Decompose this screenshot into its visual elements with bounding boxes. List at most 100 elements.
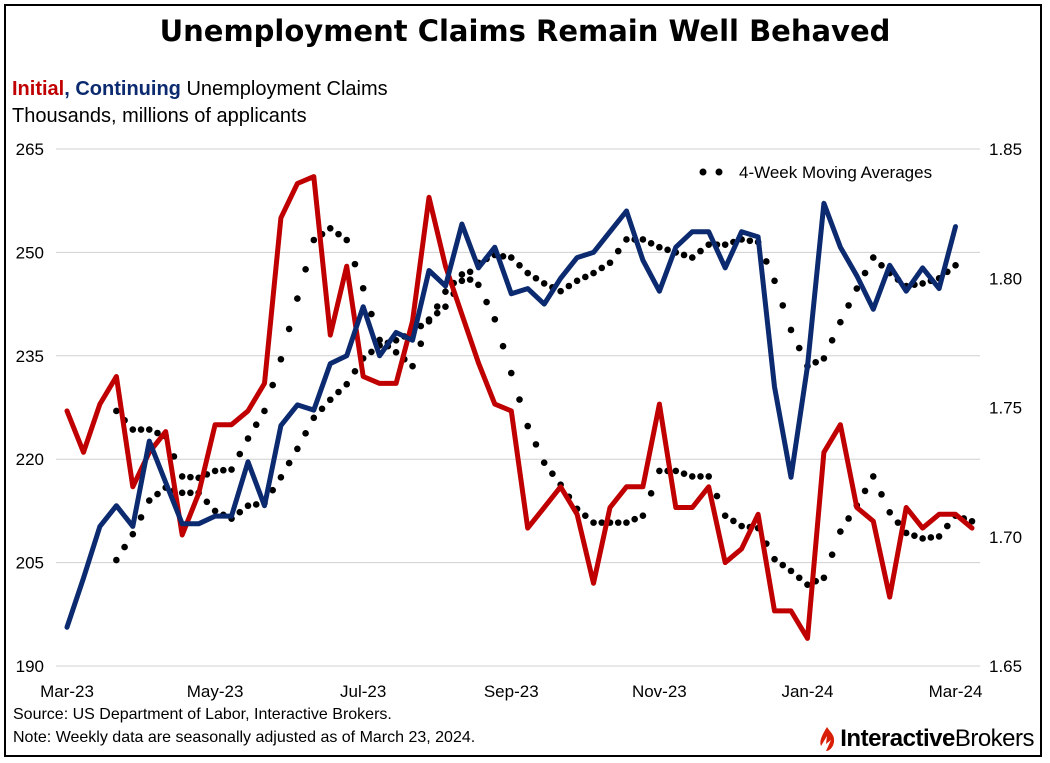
- right-axis-ticks: 1.65 1.70 1.75 1.80 1.85: [989, 140, 1022, 676]
- ma-point: [861, 487, 869, 495]
- subtitle-initial: Initial: [12, 78, 65, 100]
- ma-point: [433, 309, 441, 317]
- right-tick-label: 1.85: [989, 140, 1022, 159]
- ma-point: [598, 264, 606, 272]
- ma-point: [442, 288, 449, 295]
- ma-point: [582, 273, 589, 281]
- ma-point: [697, 247, 704, 255]
- ma-point: [828, 551, 836, 558]
- legend-dot: [699, 168, 707, 176]
- ma-point: [656, 467, 663, 475]
- ma-point: [869, 473, 877, 480]
- ma-point: [606, 259, 614, 267]
- ma-point: [507, 369, 515, 377]
- subtitle-comma: ,: [64, 78, 70, 100]
- ma-point: [376, 336, 383, 344]
- legend: 4-Week Moving Averages: [699, 163, 932, 182]
- x-tick-label: Mar-24: [929, 682, 983, 701]
- ma-point: [392, 349, 400, 356]
- ma-point: [261, 407, 268, 415]
- ma-point: [730, 517, 737, 525]
- ma-point: [878, 262, 885, 269]
- ma-point: [277, 473, 285, 481]
- initial-claims-line: [64, 174, 975, 641]
- ma-point: [499, 252, 507, 260]
- x-tick-label: Sep-23: [484, 682, 539, 701]
- ma-point: [944, 522, 951, 530]
- ma-point: [771, 555, 778, 563]
- ma-point: [804, 581, 811, 588]
- ma-point: [886, 508, 894, 516]
- ma-point: [861, 269, 869, 277]
- ma-point: [672, 467, 680, 475]
- ma-point: [310, 236, 318, 244]
- x-tick-label: Jan-24: [781, 682, 833, 701]
- ma-point: [524, 269, 532, 277]
- x-tick-label: Jul-23: [340, 682, 386, 701]
- ma-point: [853, 285, 861, 292]
- ma-point: [351, 260, 359, 268]
- left-tick-label: 235: [16, 347, 44, 366]
- ma-point: [557, 287, 564, 295]
- ma-point: [269, 486, 276, 494]
- ma-point: [335, 388, 342, 396]
- right-tick-label: 1.70: [989, 528, 1022, 547]
- x-tick-label: May-23: [187, 682, 244, 701]
- series-layer: [64, 174, 976, 641]
- ma-point: [129, 426, 137, 433]
- ma-point: [113, 407, 120, 415]
- chart-frame: [4, 4, 1042, 757]
- ma-point: [763, 258, 770, 265]
- ma-point: [631, 515, 638, 523]
- ma-point: [458, 271, 466, 278]
- ma-point: [417, 322, 425, 330]
- ma-point: [540, 280, 548, 287]
- ma-point: [623, 236, 630, 243]
- ma-point: [795, 344, 803, 352]
- ma-point: [516, 396, 523, 403]
- ma-point: [326, 224, 334, 232]
- ma-point: [680, 470, 688, 477]
- ma-point: [244, 435, 252, 442]
- ma-point: [623, 519, 630, 526]
- ma-point: [647, 240, 655, 247]
- ma-point: [335, 230, 342, 238]
- ma-point: [705, 473, 713, 480]
- ma-point: [178, 489, 186, 497]
- moving-average-series: [113, 224, 976, 588]
- ma-point: [187, 473, 194, 481]
- data-note: Note: Weekly data are seasonally adjuste…: [13, 729, 476, 746]
- ma-point: [302, 430, 309, 437]
- legend-dot: [715, 168, 723, 176]
- ma-point: [828, 336, 836, 344]
- left-tick-label: 265: [16, 140, 44, 159]
- ma-point: [137, 426, 145, 433]
- ma-point: [721, 512, 729, 520]
- ma-point: [442, 303, 449, 310]
- ma-point: [121, 543, 128, 551]
- ma-point: [540, 459, 548, 466]
- ma-point: [787, 326, 795, 334]
- ma-point: [738, 522, 745, 530]
- ma-point: [244, 502, 252, 510]
- x-axis-ticks: Mar-23 May-23 Jul-23 Sep-23 Nov-23 Jan-24 Mar-…: [40, 682, 982, 701]
- brand-name-second: Brokers: [954, 725, 1035, 752]
- ma-point: [837, 318, 844, 326]
- ma-point: [113, 556, 120, 564]
- subtitle-continuing: Continuing: [75, 78, 181, 100]
- ma-point: [532, 441, 540, 448]
- ma-point: [713, 492, 721, 500]
- ma-point: [351, 368, 359, 375]
- ma-point: [294, 295, 301, 302]
- ma-point: [211, 467, 219, 475]
- continuing-claims-line: [64, 200, 958, 630]
- ma-point: [359, 284, 367, 292]
- ma-point: [664, 246, 671, 254]
- ma-point: [680, 251, 688, 259]
- ma-point: [252, 421, 260, 429]
- chart-title: Unemployment Claims Remain Well Behaved: [159, 14, 891, 48]
- chart-subtitle: Initial, Continuing Unemployment Claims: [12, 78, 388, 101]
- ma-point: [590, 519, 597, 526]
- ma-point: [475, 281, 482, 289]
- ma-point: [236, 508, 244, 516]
